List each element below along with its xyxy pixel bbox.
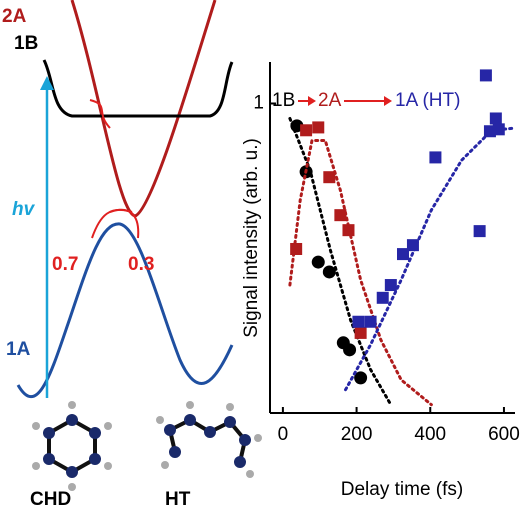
photon-label: hv (12, 199, 36, 220)
point (376, 291, 389, 304)
decay-arrow (89, 99, 111, 129)
x-tick-label: 0 (278, 424, 289, 445)
x-axis-label: Delay time (fs) (341, 479, 463, 500)
excitation-head (40, 76, 54, 90)
x-tick-label: 200 (341, 424, 373, 445)
curve-1b (42, 59, 234, 118)
point (354, 326, 367, 339)
branch-label: 0.7 (52, 254, 78, 275)
curve-2a (70, 0, 217, 218)
point (343, 343, 357, 357)
curve-1a (16, 222, 234, 399)
point (406, 239, 419, 252)
point (473, 225, 486, 238)
point (300, 124, 313, 137)
chart: 0 200 400 600 1 1B 2A 1A (HT) (253, 62, 520, 445)
molecule-ht (156, 401, 262, 478)
point (352, 315, 365, 328)
point (429, 151, 442, 164)
point (312, 121, 325, 134)
molecule-label: HT (165, 489, 191, 510)
state-label: 1A (6, 339, 31, 360)
point (322, 265, 336, 279)
state-label: 2A (2, 6, 27, 27)
molecule-chd (32, 401, 112, 491)
fit-line (288, 116, 393, 407)
y-tick-label: 1 (253, 92, 264, 113)
point (342, 224, 355, 237)
point (489, 112, 502, 125)
point (384, 279, 397, 292)
legend-label: 1A (HT) (395, 90, 460, 111)
legend-label: 2A (318, 90, 342, 111)
branch-arrow-right (109, 208, 140, 239)
point (323, 171, 336, 184)
point (354, 371, 368, 385)
point (311, 255, 325, 269)
molecule-label: CHD (30, 489, 71, 510)
point (492, 123, 505, 136)
legend-arrow-head (384, 96, 392, 106)
x-tick-label: 400 (414, 424, 446, 445)
y-axis-label: Signal intensity (arb. u.) (241, 138, 262, 338)
point (334, 209, 347, 222)
x-tick-label: 600 (488, 424, 520, 445)
point (479, 69, 492, 82)
energy-diagram (16, 0, 234, 399)
point (397, 248, 409, 261)
branch-label: 0.3 (128, 254, 154, 275)
state-label: 1B (14, 33, 38, 54)
branch-arrow-left (91, 208, 133, 239)
legend-arrow-head (308, 96, 316, 106)
fit-line (288, 138, 433, 407)
legend-label: 1B (272, 90, 295, 111)
point (290, 242, 303, 255)
point (364, 315, 377, 328)
fit-line (344, 126, 514, 392)
